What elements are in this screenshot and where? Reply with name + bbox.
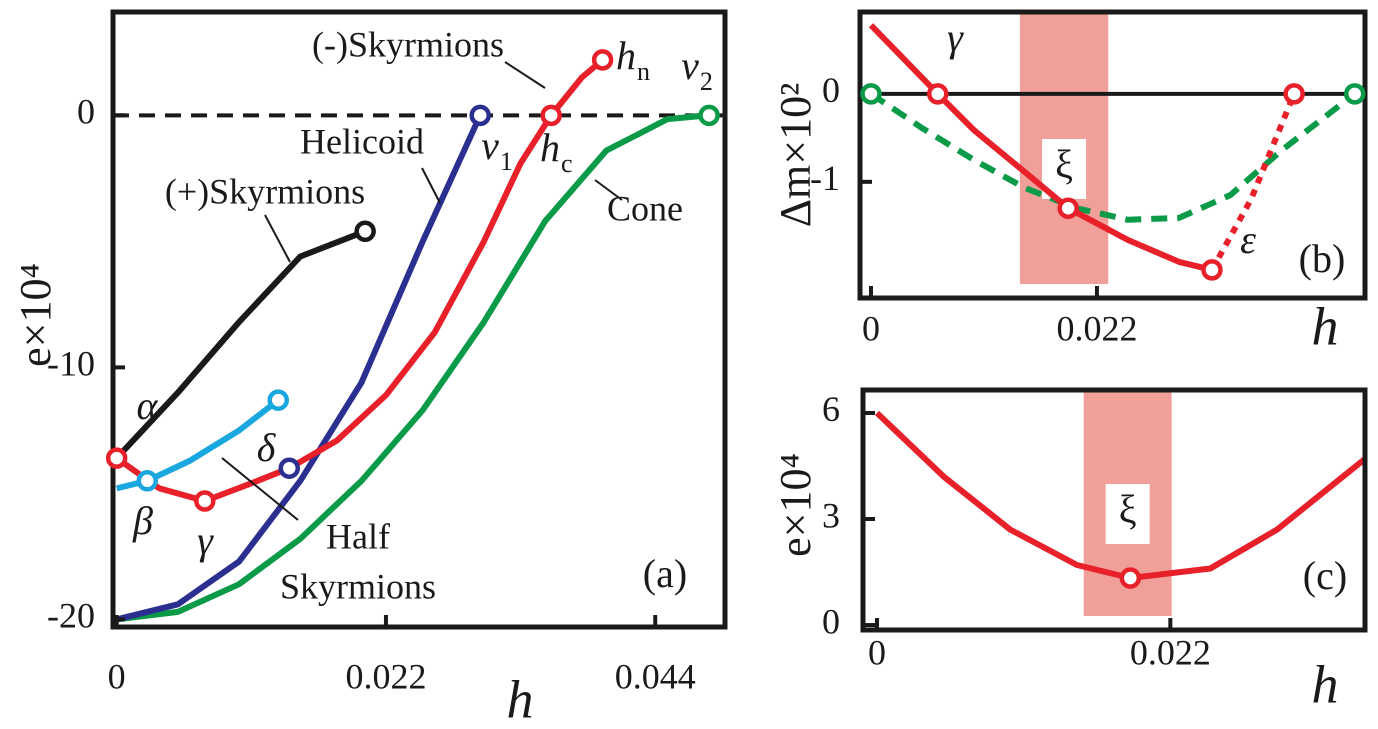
point-marker bbox=[540, 104, 562, 127]
point-label: δ bbox=[257, 425, 277, 470]
point-marker bbox=[591, 49, 614, 71]
point-marker bbox=[1119, 567, 1142, 589]
point-label: h bbox=[616, 33, 636, 78]
plot-frame bbox=[860, 387, 1368, 633]
point-label-subscript: 1 bbox=[500, 147, 513, 176]
x-tick-label: 0 bbox=[862, 308, 880, 348]
band-label-box bbox=[1105, 484, 1150, 544]
point-marker bbox=[469, 104, 491, 127]
point-marker bbox=[194, 490, 216, 512]
panel-label: (a) bbox=[643, 551, 687, 596]
band-label: ξ bbox=[1119, 487, 1137, 532]
y-tick-label: 3 bbox=[822, 495, 840, 535]
x-axis-label: h bbox=[1312, 296, 1339, 356]
y-axis-label: e×10⁴ bbox=[771, 453, 820, 557]
curve-label: Helicoid bbox=[300, 121, 424, 161]
point-label: α bbox=[137, 383, 159, 428]
curve bbox=[869, 91, 1357, 223]
y-axis-label: e×10⁴ bbox=[11, 263, 60, 367]
x-tick-label: 0.022 bbox=[1056, 308, 1137, 348]
point-marker bbox=[267, 389, 289, 411]
leader-line bbox=[264, 214, 291, 263]
curve-label: Cone bbox=[607, 188, 683, 228]
plot-frame bbox=[857, 9, 1368, 301]
leader-line bbox=[421, 167, 441, 204]
point-marker bbox=[278, 457, 301, 479]
x-tick-label: 0.022 bbox=[1130, 632, 1211, 672]
point-label-subscript: c bbox=[561, 149, 573, 178]
panel-label: (b) bbox=[1299, 236, 1346, 281]
point-marker bbox=[136, 470, 159, 492]
point-marker bbox=[105, 447, 128, 469]
curve bbox=[114, 228, 367, 461]
point-marker bbox=[1343, 83, 1366, 105]
point-marker bbox=[860, 83, 882, 105]
point-label-subscript: n bbox=[637, 57, 650, 86]
x-tick-label: 0.022 bbox=[345, 656, 426, 696]
x-axis-label: h bbox=[1312, 654, 1339, 714]
point-label: ν bbox=[481, 123, 499, 168]
x-tick-label: 0 bbox=[868, 632, 886, 672]
point-label-subscript: 2 bbox=[700, 67, 713, 96]
panel: ξ 0 0.022 0 -1 γ ε (b) h Δm×10² bbox=[771, 9, 1368, 356]
y-tick-label: 0 bbox=[822, 601, 840, 641]
point-label: β bbox=[132, 498, 153, 543]
leader-line bbox=[221, 457, 299, 521]
curve-label: (-)Skyrmions bbox=[312, 24, 504, 64]
curve bbox=[874, 410, 1367, 581]
panel-label: (c) bbox=[1303, 553, 1347, 598]
point-marker bbox=[1057, 197, 1079, 219]
plot-frame bbox=[110, 9, 728, 630]
y-tick-label: -1 bbox=[810, 158, 840, 198]
point-label: ε bbox=[1240, 217, 1256, 262]
point-marker bbox=[1201, 259, 1223, 281]
leader-line bbox=[594, 179, 623, 201]
point-marker bbox=[926, 83, 949, 105]
x-axis-label: h bbox=[507, 669, 534, 729]
curve bbox=[116, 112, 710, 623]
curve-label: Skyrmions bbox=[280, 566, 436, 606]
y-tick-label: 6 bbox=[822, 389, 840, 429]
curve bbox=[115, 114, 483, 623]
band-label: ξ bbox=[1055, 142, 1073, 187]
point-label: γ bbox=[197, 518, 214, 563]
point-label: γ bbox=[947, 15, 964, 60]
curve-label: Half bbox=[326, 516, 390, 556]
x-tick-label: 0.044 bbox=[615, 656, 696, 696]
curve-label: (+)Skyrmions bbox=[165, 171, 365, 211]
y-tick-label: -20 bbox=[47, 596, 95, 636]
point-label: ν bbox=[681, 43, 699, 88]
y-tick-label: -10 bbox=[47, 344, 95, 384]
curve bbox=[1209, 92, 1297, 272]
point-marker bbox=[698, 104, 720, 127]
x-tick-label: 0 bbox=[108, 656, 126, 696]
y-tick-label: 0 bbox=[822, 70, 840, 110]
y-axis-label: Δm×10² bbox=[771, 83, 820, 228]
y-tick-label: 0 bbox=[77, 92, 95, 132]
point-label: h bbox=[540, 125, 560, 170]
point-marker bbox=[354, 220, 376, 243]
panel: ξ 0 0.022 0 3 6 (c) h e×10⁴ bbox=[771, 387, 1368, 714]
point-marker bbox=[1283, 83, 1305, 105]
leader-line bbox=[504, 61, 546, 89]
